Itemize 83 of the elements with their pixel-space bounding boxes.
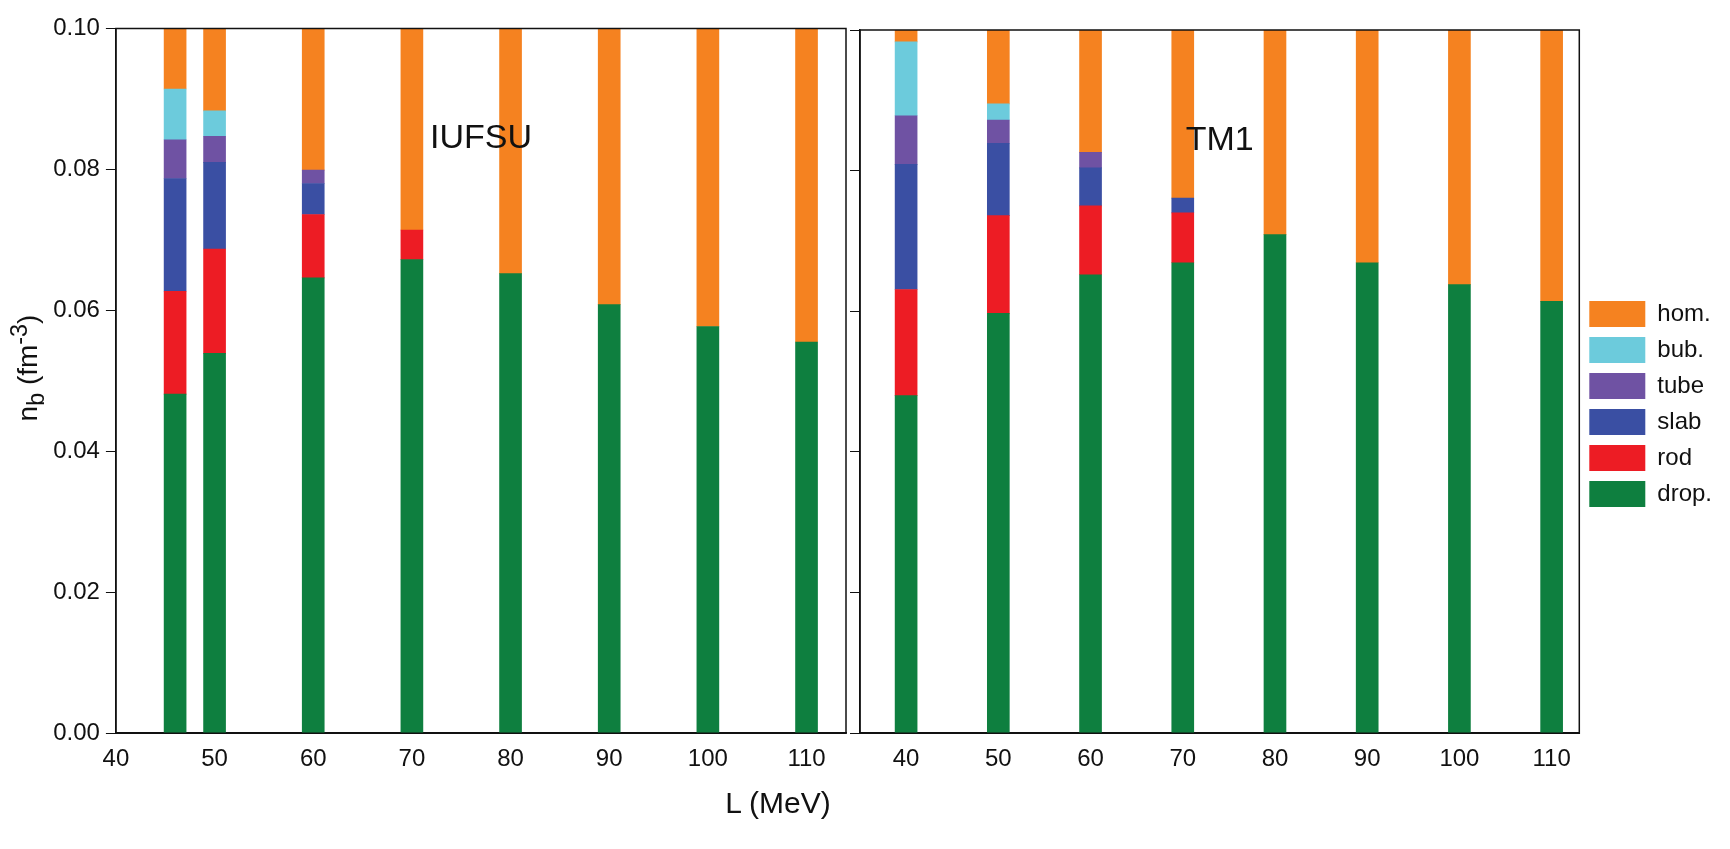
- x-tick-label: 70: [398, 744, 426, 772]
- bar: [163, 28, 187, 90]
- x-tick-label: 50: [201, 744, 228, 772]
- x-tick-label: 50: [984, 744, 1012, 772]
- x-tick-label: 60: [299, 744, 327, 772]
- y-tick-label: 0.08: [53, 153, 100, 181]
- bar: [1079, 152, 1102, 169]
- bar: [1263, 30, 1287, 235]
- bar: [597, 304, 621, 734]
- bar: [987, 313, 1010, 734]
- bar: [400, 259, 424, 734]
- bar: [203, 110, 226, 137]
- bar: [1079, 205, 1102, 276]
- bar: [203, 135, 226, 163]
- x-tick-label: 40: [102, 744, 130, 772]
- bar: [499, 273, 522, 734]
- bar: [696, 28, 720, 327]
- bar: [163, 290, 187, 395]
- bar: [1079, 274, 1102, 734]
- bar: [1540, 30, 1563, 302]
- legend-label: hom.: [1657, 298, 1711, 326]
- bar: [163, 139, 187, 179]
- bar: [987, 30, 1010, 105]
- x-tick-label: 110: [787, 744, 826, 772]
- bar: [795, 341, 818, 734]
- bar: [301, 183, 325, 215]
- bar: [894, 115, 918, 165]
- x-axis-title: L (MeV): [724, 786, 832, 820]
- y-tick-label: 0.06: [53, 294, 100, 322]
- x-tick-label: 90: [1353, 744, 1381, 772]
- bar: [597, 28, 621, 306]
- bar: [894, 289, 918, 396]
- bar: [301, 169, 325, 184]
- bar: [1355, 262, 1379, 734]
- y-tick-label: 0.04: [53, 435, 100, 463]
- bar: [400, 28, 424, 231]
- bar: [203, 352, 226, 734]
- bar: [1079, 167, 1102, 207]
- legend-label: slab: [1657, 406, 1702, 434]
- y-tick-label: 0.02: [53, 576, 100, 604]
- bar: [203, 28, 226, 112]
- bar: [301, 28, 325, 171]
- x-tick-label: 90: [595, 744, 623, 772]
- x-tick-label: 70: [1169, 744, 1197, 772]
- bar: [894, 395, 918, 734]
- bar: [987, 215, 1010, 314]
- bar: [163, 178, 187, 292]
- x-tick-label: 100: [687, 744, 728, 772]
- bar: [1171, 197, 1195, 214]
- bar: [163, 393, 187, 734]
- bar: [987, 119, 1010, 144]
- bar: [1171, 212, 1195, 264]
- bar: [1171, 262, 1195, 734]
- bar: [894, 41, 918, 117]
- bar: [1355, 30, 1379, 264]
- x-tick-label: 110: [1532, 744, 1571, 772]
- bar: [163, 88, 187, 141]
- y-tick-label: 0.00: [53, 717, 100, 745]
- bar: [400, 229, 424, 260]
- x-tick-label: 80: [497, 744, 524, 772]
- bar: [1448, 284, 1471, 734]
- bar: [301, 214, 325, 279]
- bar: [987, 142, 1010, 216]
- bar: [987, 103, 1010, 121]
- legend-label: bub.: [1657, 334, 1705, 362]
- bar: [696, 326, 720, 734]
- bar: [203, 161, 226, 250]
- x-tick-label: 60: [1077, 744, 1104, 772]
- x-tick-label: 100: [1439, 744, 1480, 772]
- legend-label: drop.: [1657, 478, 1712, 506]
- bar: [1540, 301, 1563, 734]
- legend-label: rod: [1657, 442, 1692, 470]
- x-tick-label: 40: [892, 744, 920, 772]
- y-tick-label: 0.10: [53, 13, 100, 41]
- bar: [203, 248, 226, 354]
- bar: [1263, 234, 1287, 734]
- bar: [301, 277, 325, 734]
- x-tick-label: 80: [1261, 744, 1289, 772]
- bar: [795, 28, 818, 343]
- bar: [894, 163, 918, 290]
- bar: [1079, 30, 1102, 153]
- bar: [1448, 30, 1471, 285]
- legend-label: tube: [1657, 370, 1705, 398]
